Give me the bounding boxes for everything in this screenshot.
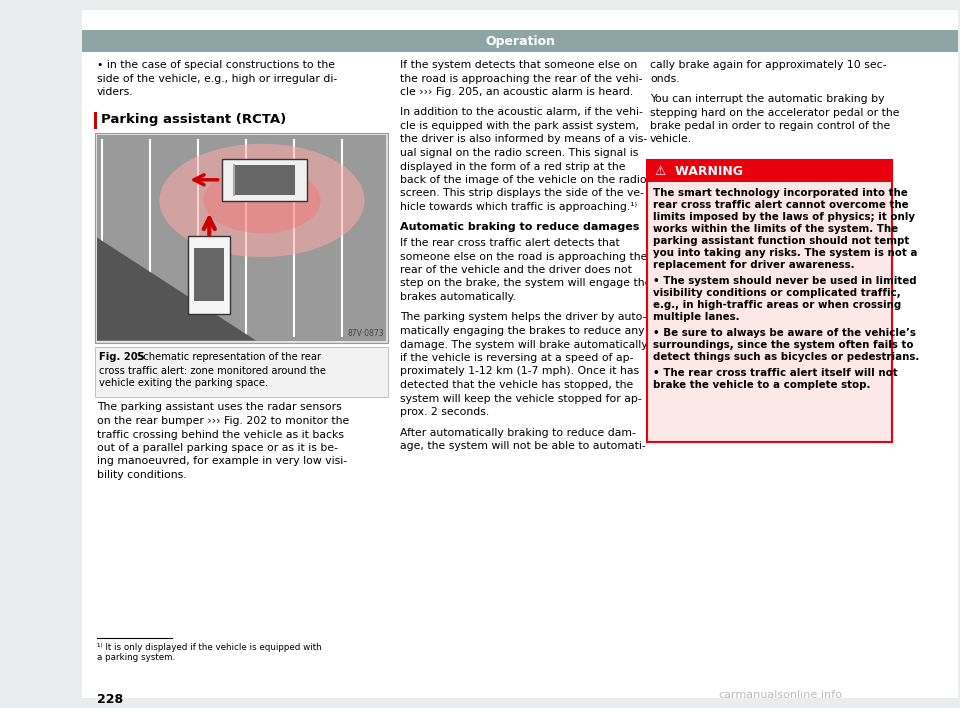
- Polygon shape: [97, 237, 256, 341]
- Text: replacement for driver awareness.: replacement for driver awareness.: [653, 260, 854, 270]
- Text: if the vehicle is reversing at a speed of ap-: if the vehicle is reversing at a speed o…: [400, 353, 634, 363]
- Text: the road is approaching the rear of the vehi-: the road is approaching the rear of the …: [400, 74, 642, 84]
- Bar: [94, 111, 97, 128]
- Text: cle ››› Fig. 205, an acoustic alarm is heard.: cle ››› Fig. 205, an acoustic alarm is h…: [400, 87, 634, 97]
- Ellipse shape: [159, 144, 365, 257]
- Text: someone else on the road is approaching the: someone else on the road is approaching …: [400, 251, 647, 261]
- Text: limits imposed by the laws of physics; it only: limits imposed by the laws of physics; i…: [653, 212, 915, 222]
- Text: Automatic braking to reduce damages: Automatic braking to reduce damages: [400, 222, 639, 232]
- Text: 228: 228: [97, 693, 123, 706]
- Bar: [97, 135, 386, 341]
- Text: side of the vehicle, e.g., high or irregular di-: side of the vehicle, e.g., high or irreg…: [97, 74, 337, 84]
- Text: Schematic representation of the rear: Schematic representation of the rear: [137, 353, 322, 362]
- Text: prox. 2 seconds.: prox. 2 seconds.: [400, 407, 490, 417]
- Text: detect things such as bicycles or pedestrians.: detect things such as bicycles or pedest…: [653, 352, 920, 362]
- Text: age, the system will not be able to automati-: age, the system will not be able to auto…: [400, 441, 646, 451]
- Text: on the rear bumper ››› Fig. 202 to monitor the: on the rear bumper ››› Fig. 202 to monit…: [97, 416, 349, 426]
- Text: cally brake again for approximately 10 sec-: cally brake again for approximately 10 s…: [650, 60, 886, 70]
- Text: parking assistant function should not tempt: parking assistant function should not te…: [653, 236, 909, 246]
- Text: system will keep the vehicle stopped for ap-: system will keep the vehicle stopped for…: [400, 394, 641, 404]
- Bar: [647, 160, 892, 442]
- Text: After automatically braking to reduce dam-: After automatically braking to reduce da…: [400, 428, 636, 438]
- Text: traffic crossing behind the vehicle as it backs: traffic crossing behind the vehicle as i…: [97, 430, 344, 440]
- Text: brakes automatically.: brakes automatically.: [400, 292, 516, 302]
- Text: 87V·0873: 87V·0873: [348, 329, 384, 338]
- Text: multiple lanes.: multiple lanes.: [653, 312, 739, 322]
- Text: viders.: viders.: [97, 87, 133, 97]
- Text: The parking system helps the driver by auto-: The parking system helps the driver by a…: [400, 312, 646, 323]
- Text: In addition to the acoustic alarm, if the vehi-: In addition to the acoustic alarm, if th…: [400, 108, 643, 118]
- Text: • in the case of special constructions to the: • in the case of special constructions t…: [97, 60, 335, 70]
- Text: the driver is also informed by means of a vis-: the driver is also informed by means of …: [400, 135, 647, 144]
- Text: ing manoeuvred, for example in very low visi-: ing manoeuvred, for example in very low …: [97, 457, 348, 467]
- Bar: [95, 132, 388, 343]
- Text: cle is equipped with the park assist system,: cle is equipped with the park assist sys…: [400, 121, 639, 131]
- Text: screen. This strip displays the side of the ve-: screen. This strip displays the side of …: [400, 188, 644, 198]
- Text: brake the vehicle to a complete stop.: brake the vehicle to a complete stop.: [653, 380, 871, 390]
- Text: If the system detects that someone else on: If the system detects that someone else …: [400, 60, 637, 70]
- Bar: [95, 346, 388, 396]
- Text: • Be sure to always be aware of the vehicle’s: • Be sure to always be aware of the vehi…: [653, 328, 916, 338]
- Text: rear of the vehicle and the driver does not: rear of the vehicle and the driver does …: [400, 265, 632, 275]
- Text: e.g., in high-traffic areas or when crossing: e.g., in high-traffic areas or when cros…: [653, 300, 901, 310]
- Bar: [194, 248, 225, 301]
- Bar: [647, 160, 892, 182]
- Text: onds.: onds.: [650, 74, 680, 84]
- Text: Parking assistant (RCTA): Parking assistant (RCTA): [101, 113, 286, 127]
- Bar: [223, 159, 307, 201]
- Text: detected that the vehicle has stopped, the: detected that the vehicle has stopped, t…: [400, 380, 634, 390]
- Text: displayed in the form of a red strip at the: displayed in the form of a red strip at …: [400, 161, 626, 171]
- Text: works within the limits of the system. The: works within the limits of the system. T…: [653, 224, 899, 234]
- Text: The smart technology incorporated into the: The smart technology incorporated into t…: [653, 188, 908, 198]
- Text: vehicle exiting the parking space.: vehicle exiting the parking space.: [99, 379, 268, 389]
- Bar: [188, 236, 230, 314]
- Text: you into taking any risks. The system is not a: you into taking any risks. The system is…: [653, 248, 918, 258]
- Bar: [82, 30, 958, 52]
- Text: Fig. 205: Fig. 205: [99, 353, 145, 362]
- Text: brake pedal in order to regain control of the: brake pedal in order to regain control o…: [650, 121, 890, 131]
- Text: Operation: Operation: [485, 35, 555, 47]
- Text: damage. The system will brake automatically: damage. The system will brake automatica…: [400, 340, 648, 350]
- Text: ⚠  WARNING: ⚠ WARNING: [655, 164, 743, 178]
- Text: rear cross traffic alert cannot overcome the: rear cross traffic alert cannot overcome…: [653, 200, 908, 210]
- Text: If the rear cross traffic alert detects that: If the rear cross traffic alert detects …: [400, 238, 620, 248]
- Text: The parking assistant uses the radar sensors: The parking assistant uses the radar sen…: [97, 403, 342, 413]
- Text: visibility conditions or complicated traffic,: visibility conditions or complicated tra…: [653, 288, 900, 298]
- Text: out of a parallel parking space or as it is be-: out of a parallel parking space or as it…: [97, 443, 338, 453]
- Ellipse shape: [204, 168, 321, 234]
- Text: surroundings, since the system often fails to: surroundings, since the system often fai…: [653, 340, 914, 350]
- Text: back of the image of the vehicle on the radio: back of the image of the vehicle on the …: [400, 175, 647, 185]
- Text: ual signal on the radio screen. This signal is: ual signal on the radio screen. This sig…: [400, 148, 638, 158]
- Text: matically engaging the brakes to reduce any: matically engaging the brakes to reduce …: [400, 326, 644, 336]
- Text: hicle towards which traffic is approaching.¹⁾: hicle towards which traffic is approachi…: [400, 202, 637, 212]
- Text: • The rear cross traffic alert itself will not: • The rear cross traffic alert itself wi…: [653, 368, 898, 378]
- Text: ¹⁾ It is only displayed if the vehicle is equipped with: ¹⁾ It is only displayed if the vehicle i…: [97, 643, 322, 652]
- Text: step on the brake, the system will engage the: step on the brake, the system will engag…: [400, 278, 652, 288]
- Text: carmanualsonline.info: carmanualsonline.info: [718, 690, 842, 700]
- Text: bility conditions.: bility conditions.: [97, 470, 186, 480]
- Text: vehicle.: vehicle.: [650, 135, 692, 144]
- Bar: [234, 165, 296, 195]
- Text: cross traffic alert: zone monitored around the: cross traffic alert: zone monitored arou…: [99, 365, 326, 375]
- Text: • The system should never be used in limited: • The system should never be used in lim…: [653, 276, 917, 286]
- Text: You can interrupt the automatic braking by: You can interrupt the automatic braking …: [650, 94, 884, 104]
- Text: proximately 1-12 km (1-7 mph). Once it has: proximately 1-12 km (1-7 mph). Once it h…: [400, 367, 639, 377]
- Text: stepping hard on the accelerator pedal or the: stepping hard on the accelerator pedal o…: [650, 108, 900, 118]
- Text: a parking system.: a parking system.: [97, 653, 175, 662]
